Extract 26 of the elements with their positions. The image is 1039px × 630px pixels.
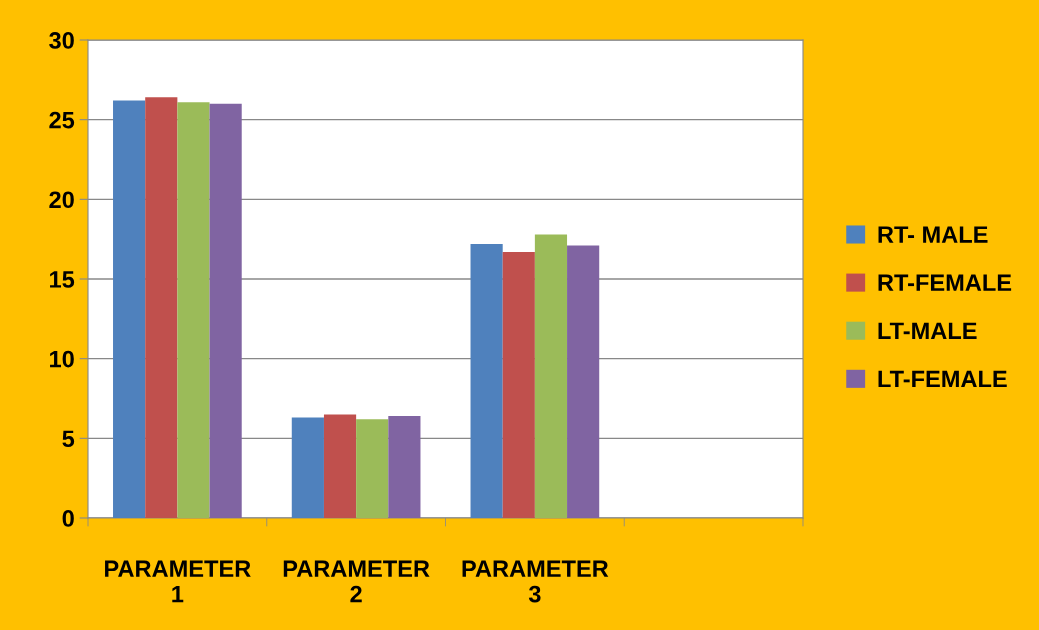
x-tick-label: PARAMETER 1	[105, 560, 251, 603]
bar	[502, 251, 535, 518]
legend-label: RT-FEMALE	[878, 274, 1012, 291]
legend-label: RT- MALE	[878, 226, 988, 243]
bar	[291, 417, 324, 518]
bar	[113, 100, 146, 518]
bar	[177, 102, 210, 518]
bar	[567, 245, 600, 518]
bar	[145, 97, 178, 518]
bar	[323, 414, 357, 518]
bar	[209, 103, 242, 518]
bar	[388, 416, 421, 518]
y-tick-label: 15	[50, 271, 75, 288]
y-tick-label: 30	[49, 32, 74, 49]
y-tick-label: 0	[62, 510, 74, 527]
y-tick-label: 20	[49, 191, 74, 209]
bar	[356, 419, 389, 518]
x-tick-label: PARAMETER 2	[283, 560, 430, 603]
legend-label: LT-FEMALE	[878, 370, 1007, 388]
y-tick-label: 5	[62, 430, 75, 448]
y-tick-label: 25	[49, 111, 75, 129]
y-tick-label: 10	[50, 350, 74, 368]
legend-label: LT-MALE	[878, 322, 977, 339]
bar	[534, 234, 568, 518]
bar	[470, 243, 503, 518]
x-tick-label: PARAMETER 3	[462, 560, 609, 603]
